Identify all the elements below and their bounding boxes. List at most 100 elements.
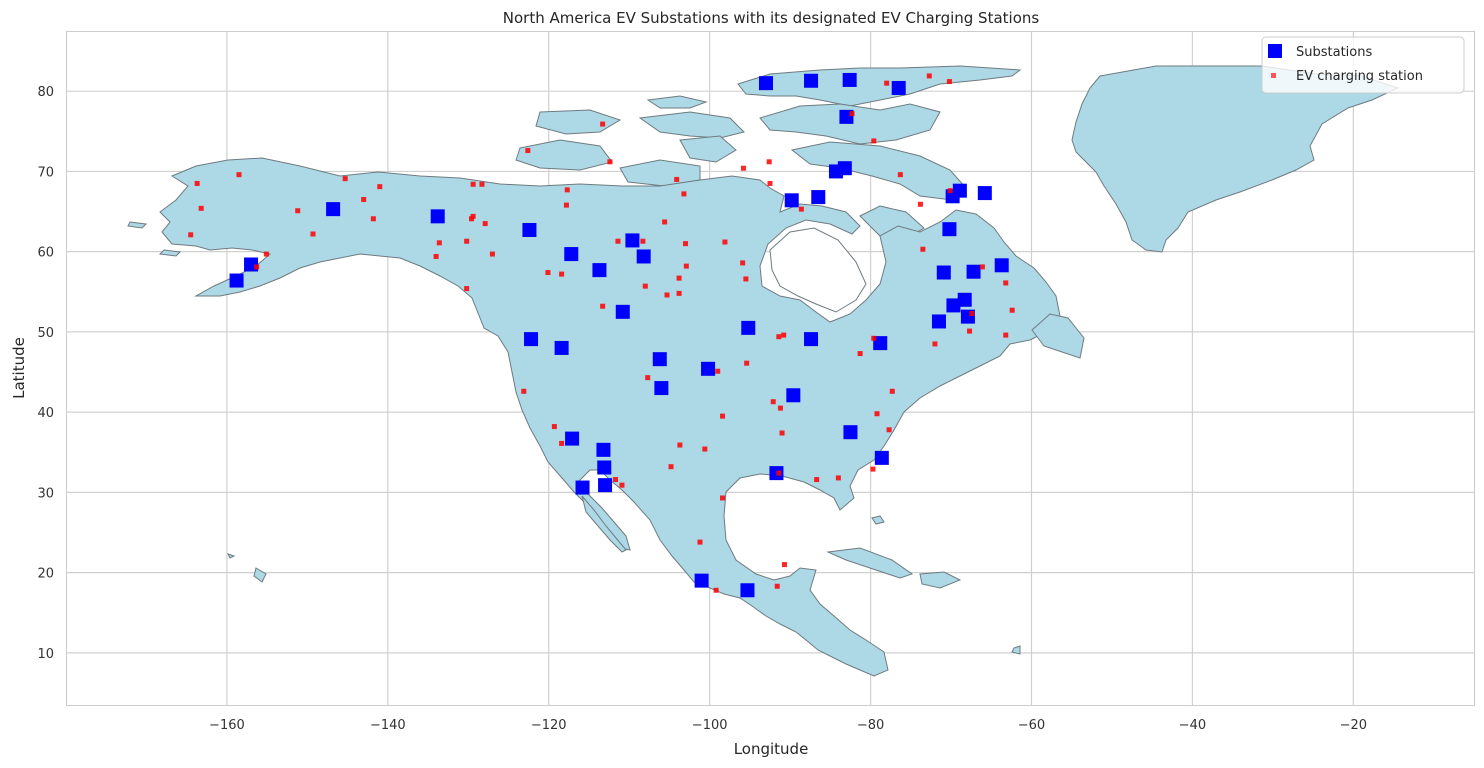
substation-marker	[564, 247, 579, 262]
ev-charging-marker	[776, 470, 782, 476]
ev-charging-marker	[464, 238, 470, 244]
x-tick-label: −80	[857, 718, 884, 733]
substation-marker	[966, 264, 981, 279]
substation-marker	[229, 273, 244, 288]
ev-charging-marker	[613, 477, 619, 483]
legend-marker-substations	[1268, 44, 1282, 58]
x-tick-label: −60	[1018, 718, 1045, 733]
ev-charging-marker	[194, 180, 200, 186]
ev-charging-marker	[835, 475, 841, 481]
ev-charging-marker	[619, 482, 625, 488]
hudson-bay	[769, 227, 867, 313]
hawaii-island	[227, 553, 236, 559]
ev-charging-marker	[681, 191, 687, 197]
y-tick-label: 80	[37, 85, 54, 100]
substation-marker	[652, 352, 667, 367]
ev-charging-marker	[740, 260, 746, 266]
ev-charging-marker	[702, 446, 708, 452]
substation-marker	[804, 73, 819, 88]
ev-charging-marker	[436, 240, 442, 246]
plot-frame	[66, 31, 1475, 706]
ev-charging-marker	[236, 172, 242, 178]
ev-charging-marker	[370, 216, 376, 222]
ev-charging-marker	[342, 176, 348, 182]
ev-charging-marker	[871, 335, 877, 341]
ev-charging-marker	[1003, 332, 1009, 338]
ev-charging-marker	[774, 583, 780, 589]
aleutian-island	[127, 221, 148, 229]
ev-charging-marker	[969, 310, 975, 316]
ev-charging-marker	[849, 111, 855, 117]
ev-charging-marker	[600, 121, 606, 127]
ev-charging-marker	[920, 246, 926, 252]
y-tick-label: 20	[37, 567, 54, 582]
mainland-landmass	[159, 157, 1061, 677]
substation-marker	[598, 478, 613, 493]
substation-marker	[843, 425, 858, 440]
arctic-island	[535, 109, 622, 135]
ev-charging-marker	[607, 159, 613, 165]
ev-charging-marker	[640, 238, 646, 244]
ev-charging-marker	[545, 270, 551, 276]
ev-charging-marker	[781, 332, 787, 338]
ev-charging-marker	[470, 213, 476, 219]
ev-charging-marker	[263, 251, 269, 257]
substation-marker	[786, 388, 801, 403]
ev-charging-marker	[766, 159, 772, 165]
ev-charging-marker	[489, 251, 495, 257]
substation-marker	[804, 332, 819, 347]
substation-marker	[554, 340, 569, 355]
ev-charging-marker	[932, 341, 938, 347]
ev-charging-marker	[377, 184, 383, 190]
y-tick-label: 30	[37, 486, 54, 501]
substation-marker	[636, 249, 651, 264]
ev-charging-marker	[683, 241, 689, 247]
ev-charging-marker	[674, 176, 680, 182]
ev-charging-marker	[361, 197, 367, 202]
substation-marker	[957, 292, 972, 307]
substation-marker	[326, 202, 341, 217]
arctic-island	[646, 95, 708, 109]
ev-charging-marker	[683, 263, 689, 269]
ev-charging-marker	[600, 303, 606, 309]
legend-label-ev-charging: EV charging station	[1296, 69, 1423, 84]
ev-charging-marker	[1009, 307, 1015, 313]
ev-charging-marker	[254, 264, 260, 270]
ev-charging-marker	[464, 286, 470, 292]
ev-charging-marker	[677, 442, 683, 448]
y-tick-label: 40	[37, 406, 54, 421]
legend: Substations EV charging station	[1261, 36, 1465, 94]
chart-title: North America EV Substations with its de…	[503, 9, 1040, 27]
ev-charging-marker	[697, 539, 703, 545]
substation-marker	[891, 80, 906, 95]
ev-charging-marker	[715, 368, 721, 374]
x-tick-label: −100	[692, 718, 728, 733]
aleutian-island	[158, 249, 182, 257]
x-axis-label: Longitude	[734, 740, 809, 758]
ev-charging-marker	[926, 73, 932, 79]
ev-charging-marker	[967, 328, 973, 334]
ev-charging-marker	[479, 181, 485, 187]
substation-marker	[654, 381, 669, 396]
ev-charging-marker	[874, 411, 880, 417]
substation-marker	[942, 222, 957, 237]
substation-marker	[758, 76, 773, 91]
substation-marker	[597, 460, 612, 475]
ev-charging-marker	[433, 253, 439, 259]
ev-charging-marker	[615, 238, 621, 244]
substation-marker	[592, 263, 607, 278]
ev-charging-marker	[779, 430, 785, 436]
ev-charging-marker	[740, 165, 746, 171]
legend-marker-ev-charging	[1271, 73, 1276, 78]
cuba-island	[826, 547, 914, 579]
ev-charging-marker	[871, 138, 877, 144]
x-tick-label: −20	[1340, 718, 1367, 733]
y-tick-label: 10	[37, 647, 54, 662]
ev-charging-marker	[857, 351, 863, 357]
x-axis-ticks: −160 −140 −120 −100 −80 −60 −40 −20	[209, 718, 1367, 733]
arctic-island	[759, 103, 941, 145]
ev-charging-marker	[662, 219, 668, 225]
substation-marker	[994, 258, 1009, 273]
substation-marker	[740, 583, 755, 598]
